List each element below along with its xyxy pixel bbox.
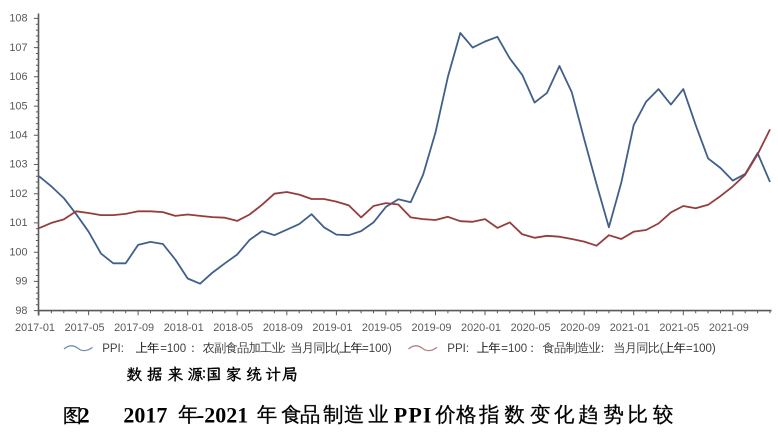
svg-text:107: 107 [9,42,27,54]
svg-text:2021-09: 2021-09 [709,322,749,334]
svg-text:2020-05: 2020-05 [511,322,551,334]
svg-text:=100: =100 [501,343,527,355]
svg-text:2017-01: 2017-01 [15,322,55,334]
svg-text:2019-05: 2019-05 [362,322,402,334]
svg-text:102: 102 [9,188,27,200]
svg-text:2: 2 [79,402,90,427]
svg-text:2020-01: 2020-01 [461,322,501,334]
svg-text:2018-05: 2018-05 [213,322,253,334]
svg-text:2018-09: 2018-09 [263,322,303,334]
svg-text:2017-09: 2017-09 [114,322,154,334]
svg-text:2019-09: 2019-09 [412,322,452,334]
svg-text:2021-05: 2021-05 [659,322,699,334]
svg-text:-2021: -2021 [197,402,248,427]
svg-text:104: 104 [9,130,27,142]
svg-text:2020-09: 2020-09 [560,322,600,334]
svg-text:=100): =100) [686,343,716,355]
svg-text:=100: =100 [160,343,186,355]
svg-text:101: 101 [9,217,27,229]
svg-text:108: 108 [9,13,27,25]
svg-text:=100): =100) [362,343,392,355]
svg-text:PPI:: PPI: [447,343,469,355]
svg-text:99: 99 [15,276,27,288]
svg-text:PPI:: PPI: [102,343,124,355]
svg-text:PPI: PPI [394,402,433,427]
svg-text:100: 100 [9,246,27,258]
svg-text:(: ( [660,343,664,355]
svg-text:2019-01: 2019-01 [312,322,352,334]
svg-text:2018-01: 2018-01 [164,322,204,334]
svg-text:2021-01: 2021-01 [610,322,650,334]
svg-text:(: ( [336,343,340,355]
svg-text:103: 103 [9,159,27,171]
svg-text:2017: 2017 [123,402,167,427]
svg-text:98: 98 [15,305,27,317]
svg-text:2017-05: 2017-05 [65,322,105,334]
svg-text:106: 106 [9,71,27,83]
svg-text:105: 105 [9,100,27,112]
